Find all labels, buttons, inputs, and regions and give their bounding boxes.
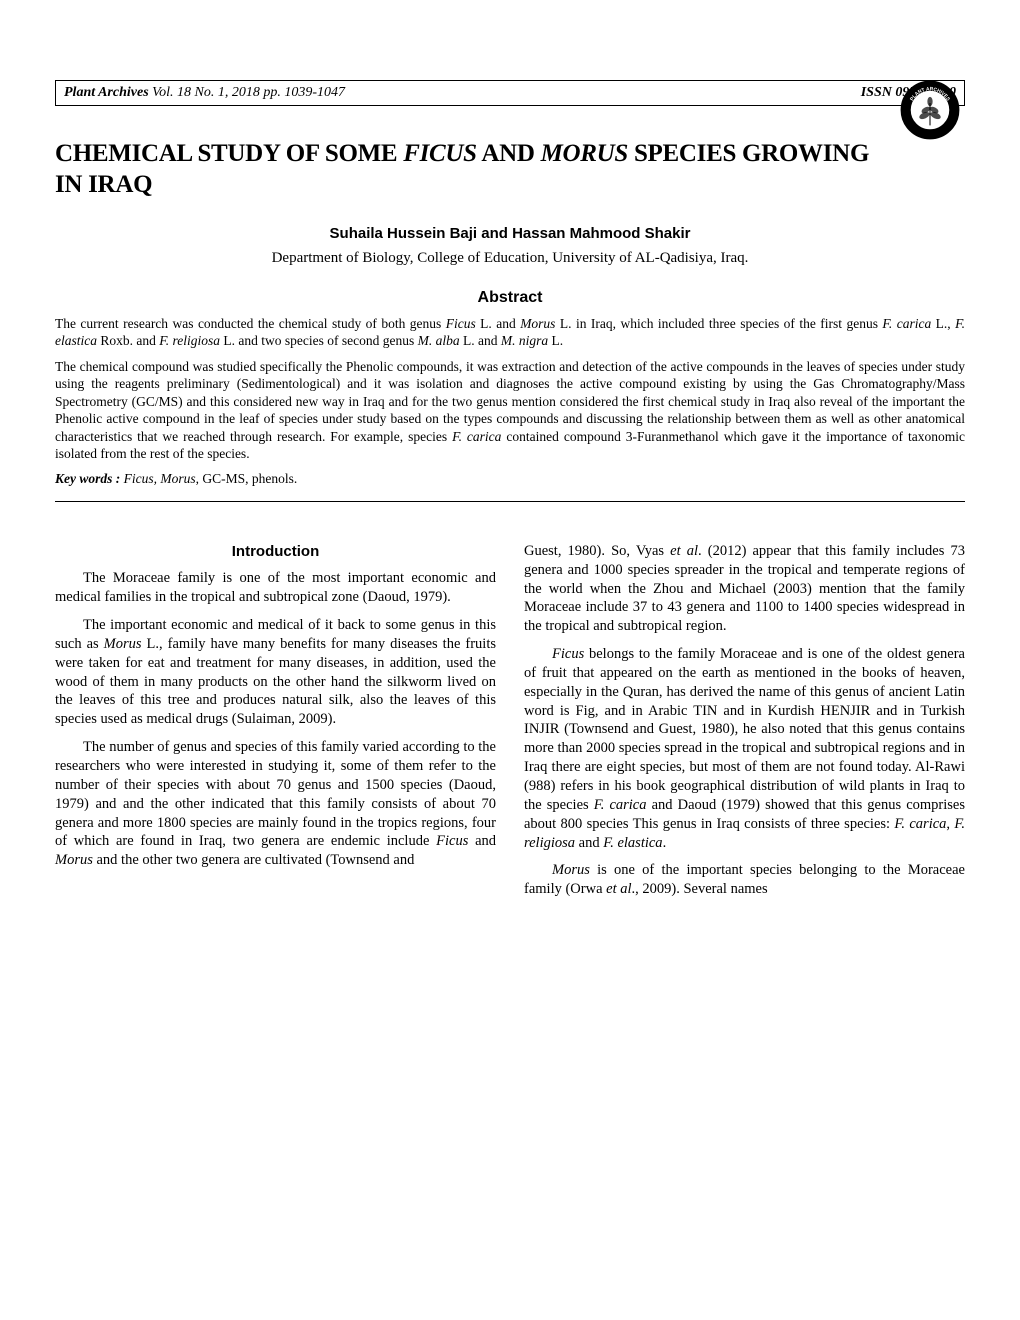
- journal-header-band: Plant Archives Vol. 18 No. 1, 2018 pp. 1…: [55, 80, 965, 106]
- body-columns: Introduction The Moraceae family is one …: [55, 542, 965, 908]
- abstract-para-2: The chemical compound was studied specif…: [55, 358, 965, 463]
- body-para: Guest, 1980). So, Vyas et al. (2012) app…: [524, 542, 965, 636]
- affiliation: Department of Biology, College of Educat…: [55, 250, 965, 267]
- journal-info: Plant Archives Vol. 18 No. 1, 2018 pp. 1…: [64, 85, 345, 101]
- body-para: The number of genus and species of this …: [55, 738, 496, 870]
- volume-info: Vol. 18 No. 1, 2018 pp. 1039-1047: [149, 85, 345, 100]
- right-column: Guest, 1980). So, Vyas et al. (2012) app…: [524, 542, 965, 908]
- abstract-para-1: The current research was conducted the c…: [55, 315, 965, 350]
- body-para: Morus is one of the important species be…: [524, 861, 965, 899]
- introduction-heading: Introduction: [55, 542, 496, 562]
- body-para: The important economic and medical of it…: [55, 616, 496, 729]
- journal-title: Plant Archives: [64, 85, 149, 100]
- keywords: Key words : Ficus, Morus, GC-MS, phenols…: [55, 471, 965, 487]
- authors: Suhaila Hussein Baji and Hassan Mahmood …: [55, 225, 965, 242]
- article-title: CHEMICAL STUDY OF SOME FICUS AND MORUS S…: [55, 138, 965, 201]
- body-para: Ficus belongs to the family Moraceae and…: [524, 645, 965, 852]
- left-column: Introduction The Moraceae family is one …: [55, 542, 496, 908]
- plant-archives-logo-icon: PLANT ARCHIVES: [895, 75, 965, 145]
- abstract-heading: Abstract: [55, 289, 965, 307]
- abstract-section: Abstract The current research was conduc…: [55, 289, 965, 502]
- body-para: The Moraceae family is one of the most i…: [55, 569, 496, 607]
